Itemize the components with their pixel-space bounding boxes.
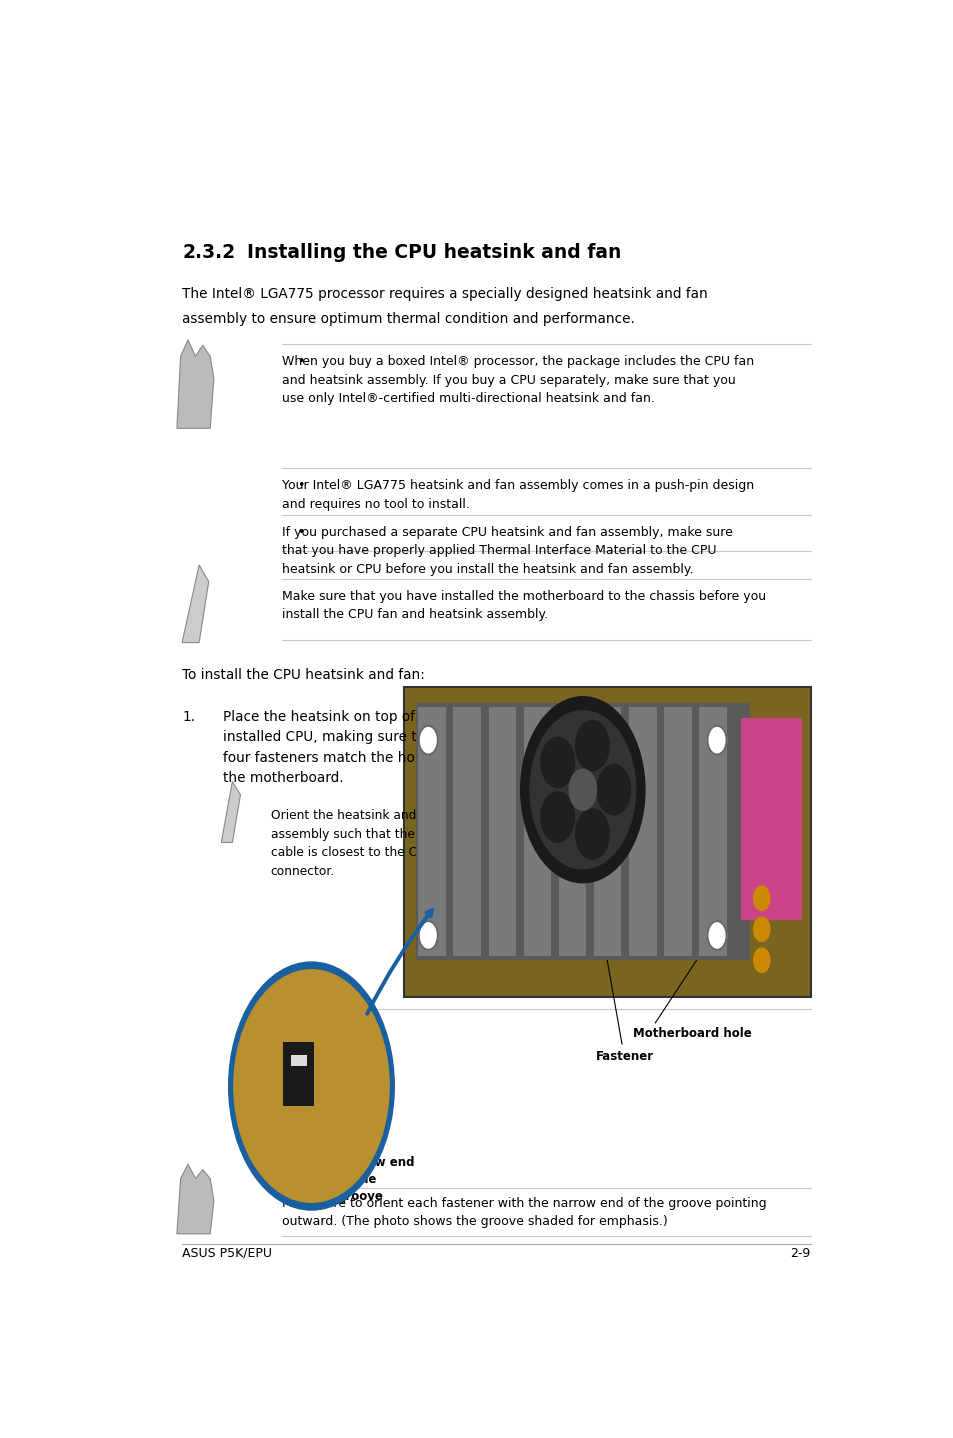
Text: 2.3.2: 2.3.2 xyxy=(182,243,235,262)
Circle shape xyxy=(233,969,389,1202)
Text: Narrow end
of the
groove: Narrow end of the groove xyxy=(337,1156,415,1202)
Circle shape xyxy=(707,726,726,755)
Text: 2-9: 2-9 xyxy=(789,1247,810,1260)
FancyBboxPatch shape xyxy=(523,707,551,956)
Polygon shape xyxy=(221,782,240,843)
Circle shape xyxy=(540,792,574,843)
Text: Make sure to orient each fastener with the narrow end of the groove pointing
out: Make sure to orient each fastener with t… xyxy=(282,1196,765,1228)
Text: Orient the heatsink and fan
assembly such that the CPU fan
cable is closest to t: Orient the heatsink and fan assembly suc… xyxy=(271,810,466,877)
FancyBboxPatch shape xyxy=(558,707,586,956)
Circle shape xyxy=(575,720,609,771)
Circle shape xyxy=(418,726,437,755)
Circle shape xyxy=(569,769,596,810)
FancyBboxPatch shape xyxy=(593,707,620,956)
Text: ASUS P5K/EPU: ASUS P5K/EPU xyxy=(182,1247,272,1260)
Circle shape xyxy=(520,697,644,883)
FancyBboxPatch shape xyxy=(417,707,445,956)
Text: •: • xyxy=(296,479,304,492)
FancyBboxPatch shape xyxy=(291,1055,307,1066)
Text: 1.: 1. xyxy=(182,709,195,723)
FancyBboxPatch shape xyxy=(740,719,801,920)
Text: •: • xyxy=(296,526,304,539)
Text: Your Intel® LGA775 heatsink and fan assembly comes in a push-pin design
and requ: Your Intel® LGA775 heatsink and fan asse… xyxy=(282,479,753,510)
Text: •: • xyxy=(296,355,304,368)
Circle shape xyxy=(229,962,394,1209)
Polygon shape xyxy=(176,339,213,429)
Text: When you buy a boxed Intel® processor, the package includes the CPU fan
and heat: When you buy a boxed Intel® processor, t… xyxy=(282,355,753,406)
FancyBboxPatch shape xyxy=(628,707,656,956)
Text: The Intel® LGA775 processor requires a specially designed heatsink and fan: The Intel® LGA775 processor requires a s… xyxy=(182,286,707,301)
Text: assembly to ensure optimum thermal condition and performance.: assembly to ensure optimum thermal condi… xyxy=(182,312,635,326)
Circle shape xyxy=(753,886,769,910)
Text: Fastener: Fastener xyxy=(596,1050,654,1063)
Circle shape xyxy=(575,808,609,858)
Circle shape xyxy=(530,710,635,869)
Text: Make sure that you have installed the motherboard to the chassis before you
inst: Make sure that you have installed the mo… xyxy=(282,590,765,621)
Circle shape xyxy=(753,948,769,972)
FancyBboxPatch shape xyxy=(283,1041,314,1106)
FancyBboxPatch shape xyxy=(403,687,810,998)
FancyBboxPatch shape xyxy=(699,707,726,956)
Circle shape xyxy=(418,922,437,951)
Polygon shape xyxy=(182,565,209,643)
Text: To install the CPU heatsink and fan:: To install the CPU heatsink and fan: xyxy=(182,667,424,682)
FancyBboxPatch shape xyxy=(488,707,516,956)
FancyBboxPatch shape xyxy=(453,707,480,956)
FancyBboxPatch shape xyxy=(416,703,749,961)
Circle shape xyxy=(753,917,769,942)
Text: Installing the CPU heatsink and fan: Installing the CPU heatsink and fan xyxy=(247,243,621,262)
Circle shape xyxy=(540,738,574,788)
Text: Place the heatsink on top of the
installed CPU, making sure that the
four fasten: Place the heatsink on top of the install… xyxy=(222,709,465,785)
Text: If you purchased a separate CPU heatsink and fan assembly, make sure
that you ha: If you purchased a separate CPU heatsink… xyxy=(282,526,732,575)
Text: Motherboard hole: Motherboard hole xyxy=(633,1027,751,1040)
FancyBboxPatch shape xyxy=(663,707,691,956)
Circle shape xyxy=(707,922,726,951)
Circle shape xyxy=(597,765,630,815)
Polygon shape xyxy=(176,1165,213,1234)
